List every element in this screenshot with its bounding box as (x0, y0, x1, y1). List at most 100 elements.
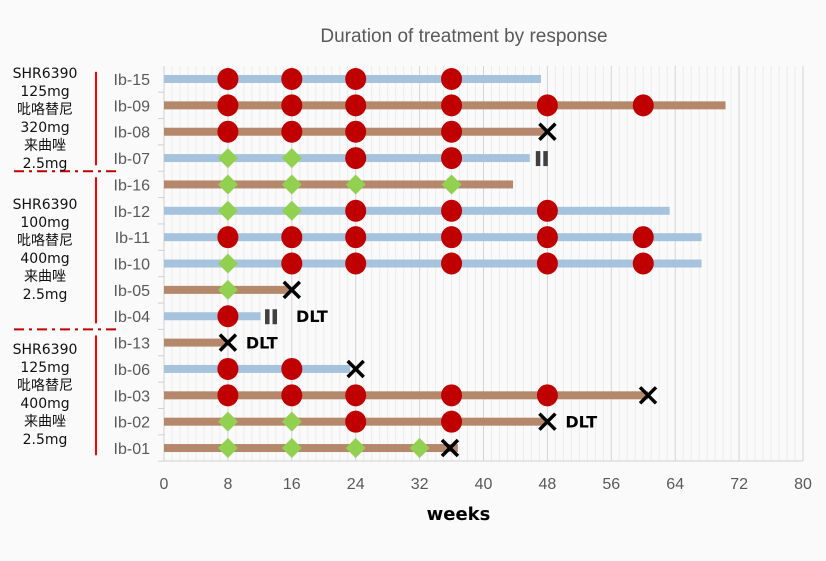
circle-marker (345, 120, 367, 143)
circle-marker (217, 226, 239, 249)
circle-marker (441, 199, 463, 222)
patient-label: Ib-10 (114, 257, 151, 274)
cross-marker (440, 438, 460, 458)
patient-label: Ib-02 (114, 415, 151, 432)
x-tick-label: 64 (666, 476, 684, 493)
circle-marker (345, 68, 367, 90)
circle-marker (441, 252, 463, 275)
diamond-marker (281, 438, 302, 459)
diamond-marker (217, 174, 238, 195)
cross-marker (282, 280, 302, 300)
x-tick-label: 48 (539, 476, 557, 493)
circle-marker (441, 410, 463, 433)
circle-marker (441, 147, 463, 170)
circle-marker (345, 252, 367, 275)
pause-marker (535, 151, 541, 167)
circle-marker (536, 94, 558, 117)
duration-bar (164, 312, 261, 321)
circle-marker (281, 68, 303, 90)
circle-marker (281, 357, 303, 380)
duration-bar (164, 391, 649, 400)
patient-label: Ib-16 (114, 177, 151, 194)
circle-marker (281, 252, 303, 275)
diamond-marker (345, 438, 366, 459)
cross-marker (538, 412, 557, 431)
group-label-line: 2.5mg (22, 287, 68, 304)
group-label-line: 吡咯替尼 (17, 233, 73, 250)
dlt-label: DLT (565, 413, 597, 432)
patient-label: Ib-01 (114, 441, 151, 458)
circle-marker (217, 120, 239, 143)
circle-marker (345, 94, 367, 117)
cross-marker (218, 333, 238, 352)
group-label-line: 来曲唑 (24, 414, 66, 431)
group-label-line: 125mg (20, 83, 70, 100)
group-label-line: 2.5mg (22, 432, 68, 449)
group-label-line: SHR6390 (12, 197, 78, 214)
circle-marker (345, 147, 367, 170)
circle-marker (281, 226, 303, 249)
circle-marker (345, 384, 367, 407)
circle-marker (632, 94, 654, 117)
x-tick-label: 56 (602, 476, 620, 493)
patient-label: Ib-12 (114, 204, 151, 221)
patient-label: Ib-05 (114, 283, 151, 300)
circle-marker (441, 94, 463, 117)
circle-marker (536, 252, 558, 275)
patient-label: Ib-08 (114, 125, 151, 142)
circle-marker (217, 357, 239, 380)
patient-label: Ib-13 (114, 336, 151, 353)
duration-bar (164, 364, 351, 373)
group-label-line: 吡咯替尼 (17, 378, 73, 395)
diamond-marker (217, 438, 238, 459)
patient-label: Ib-15 (114, 72, 151, 89)
x-tick-label: 40 (475, 476, 493, 493)
dlt-label: DLT (246, 334, 278, 353)
diamond-marker (217, 411, 238, 432)
group-label-line: 125mg (20, 360, 70, 377)
group-label: SHR6390 125mg 吡咯替尼 400mg 来曲唑 2.5mg (0, 341, 90, 449)
circle-marker (632, 252, 654, 275)
duration-bar (164, 180, 514, 189)
diamond-marker (217, 253, 238, 274)
circle-marker (345, 226, 367, 249)
diamond-marker (281, 148, 302, 169)
circle-marker (441, 120, 463, 143)
patient-label: Ib-03 (114, 388, 151, 405)
diamond-marker (281, 200, 302, 221)
pause-marker (272, 309, 278, 325)
group-label-line: 400mg (20, 396, 70, 413)
circle-marker (536, 199, 558, 222)
circle-marker (536, 226, 558, 249)
diamond-marker (217, 200, 238, 221)
pause-marker (543, 151, 548, 167)
diamond-marker (409, 438, 430, 459)
circle-marker (281, 384, 303, 407)
diamond-marker (281, 411, 302, 432)
x-axis-label: weeks (427, 504, 491, 525)
circle-marker (217, 305, 239, 328)
diamond-marker (217, 279, 238, 300)
circle-marker (345, 199, 367, 222)
circle-marker (281, 94, 303, 117)
group-label: SHR6390 125mg 吡咯替尼 320mg 来曲唑 2.5mg (0, 65, 90, 173)
circle-marker (217, 68, 239, 90)
diamond-marker (345, 174, 366, 195)
cross-marker (638, 386, 658, 405)
diamond-marker (441, 174, 462, 195)
circle-marker (441, 226, 463, 249)
group-label-line: 来曲唑 (24, 137, 66, 154)
group-label-line: 400mg (20, 251, 70, 268)
patient-label: Ib-07 (114, 151, 151, 168)
x-tick-label: 32 (411, 476, 429, 493)
circle-marker (281, 120, 303, 143)
circle-marker (345, 410, 367, 433)
duration-bar (164, 233, 702, 242)
diamond-marker (281, 174, 302, 195)
cross-marker (346, 359, 365, 379)
x-tick-label: 8 (223, 476, 232, 493)
group-label-line: 320mg (20, 119, 70, 136)
x-tick-label: 0 (160, 476, 169, 493)
patient-label: Ib-09 (114, 98, 151, 115)
